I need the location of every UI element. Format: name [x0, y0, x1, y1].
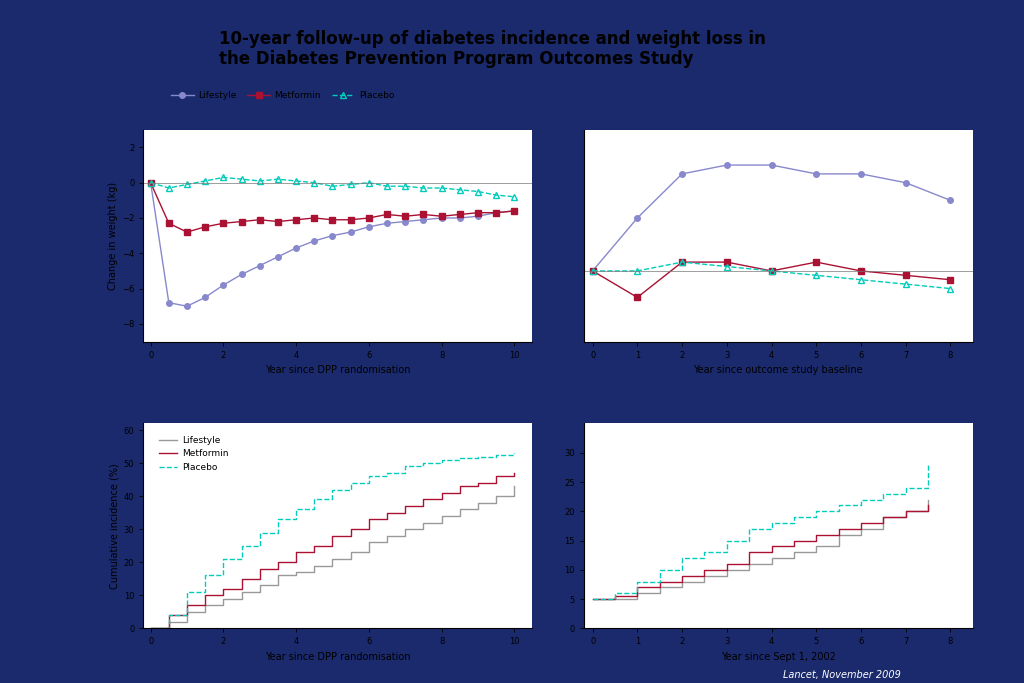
Y-axis label: Cumulative incidence (%): Cumulative incidence (%)	[110, 463, 120, 589]
X-axis label: Year since outcome study baseline: Year since outcome study baseline	[693, 365, 863, 375]
Legend: Lifestyle, Metformin, Placebo: Lifestyle, Metformin, Placebo	[156, 432, 232, 475]
Legend: Lifestyle, Metformin, Placebo: Lifestyle, Metformin, Placebo	[167, 87, 397, 104]
Text: 10-year follow-up of diabetes incidence and weight loss in
the Diabetes Preventi: 10-year follow-up of diabetes incidence …	[219, 29, 766, 68]
X-axis label: Year since Sept 1, 2002: Year since Sept 1, 2002	[721, 652, 836, 662]
Y-axis label: Change in weight (kg): Change in weight (kg)	[108, 182, 118, 290]
X-axis label: Year since DPP randomisation: Year since DPP randomisation	[265, 652, 411, 662]
X-axis label: Year since DPP randomisation: Year since DPP randomisation	[265, 365, 411, 375]
Text: Lancet, November 2009: Lancet, November 2009	[783, 669, 901, 680]
